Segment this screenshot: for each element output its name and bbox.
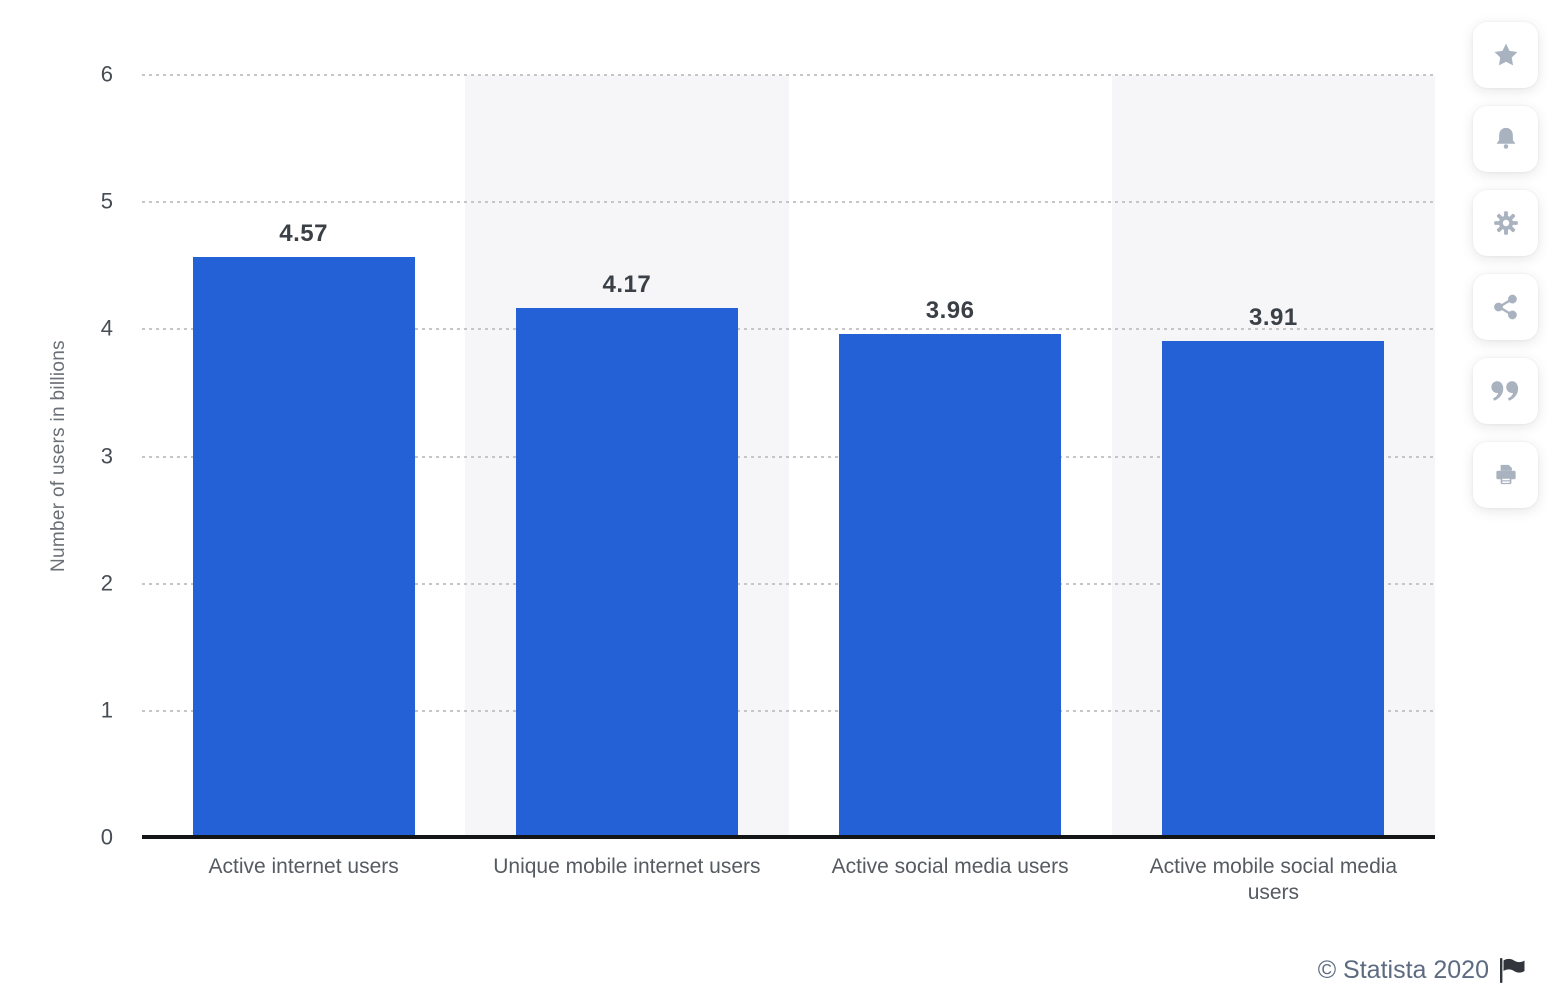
favorite-button[interactable] bbox=[1473, 22, 1538, 88]
gridline bbox=[142, 328, 1435, 331]
y-tick-label: 3 bbox=[100, 442, 113, 468]
y-tick-label: 2 bbox=[100, 570, 113, 596]
bar-value-label: 3.96 bbox=[925, 297, 975, 325]
y-tick-label: 1 bbox=[100, 697, 113, 723]
x-category-label: Active internet users bbox=[208, 855, 399, 878]
notifications-button[interactable] bbox=[1473, 106, 1538, 172]
print-icon bbox=[1491, 460, 1521, 490]
bar-value-label: 3.91 bbox=[1249, 303, 1298, 331]
gridline bbox=[142, 74, 1435, 76]
quote-icon bbox=[1490, 375, 1522, 407]
bar-value-label: 4.17 bbox=[602, 270, 652, 298]
share-icon bbox=[1491, 292, 1521, 322]
star-icon bbox=[1491, 40, 1521, 70]
y-tick-label: 6 bbox=[100, 61, 113, 87]
share-button[interactable] bbox=[1473, 274, 1538, 340]
gridline bbox=[142, 201, 1435, 204]
bar-value-label: 4.57 bbox=[279, 219, 328, 247]
toolbar bbox=[1473, 22, 1538, 508]
gear-icon bbox=[1491, 208, 1521, 238]
bar[interactable] bbox=[515, 307, 738, 838]
settings-button[interactable] bbox=[1473, 190, 1538, 256]
y-tick-label: 5 bbox=[100, 188, 113, 214]
gridline bbox=[142, 455, 1435, 458]
bar[interactable] bbox=[839, 334, 1062, 838]
flag-icon bbox=[1498, 956, 1525, 985]
gridline bbox=[142, 709, 1435, 712]
print-button[interactable] bbox=[1473, 442, 1538, 508]
bell-icon bbox=[1491, 124, 1521, 154]
gridline bbox=[142, 582, 1435, 585]
bar[interactable] bbox=[1162, 340, 1385, 838]
x-category-label: Active mobile social media users bbox=[1149, 855, 1398, 904]
x-category-label: Active social media users bbox=[831, 855, 1069, 878]
cite-button[interactable] bbox=[1473, 358, 1538, 424]
x-category-label: Unique mobile internet users bbox=[493, 855, 761, 878]
y-tick-label: 0 bbox=[100, 824, 113, 850]
x-axis-line bbox=[142, 835, 1435, 839]
y-tick-label: 4 bbox=[100, 315, 113, 341]
attribution-text[interactable]: © Statista 2020 bbox=[1317, 956, 1489, 984]
attribution: © Statista 2020 bbox=[1318, 956, 1525, 985]
bar[interactable] bbox=[192, 256, 415, 838]
